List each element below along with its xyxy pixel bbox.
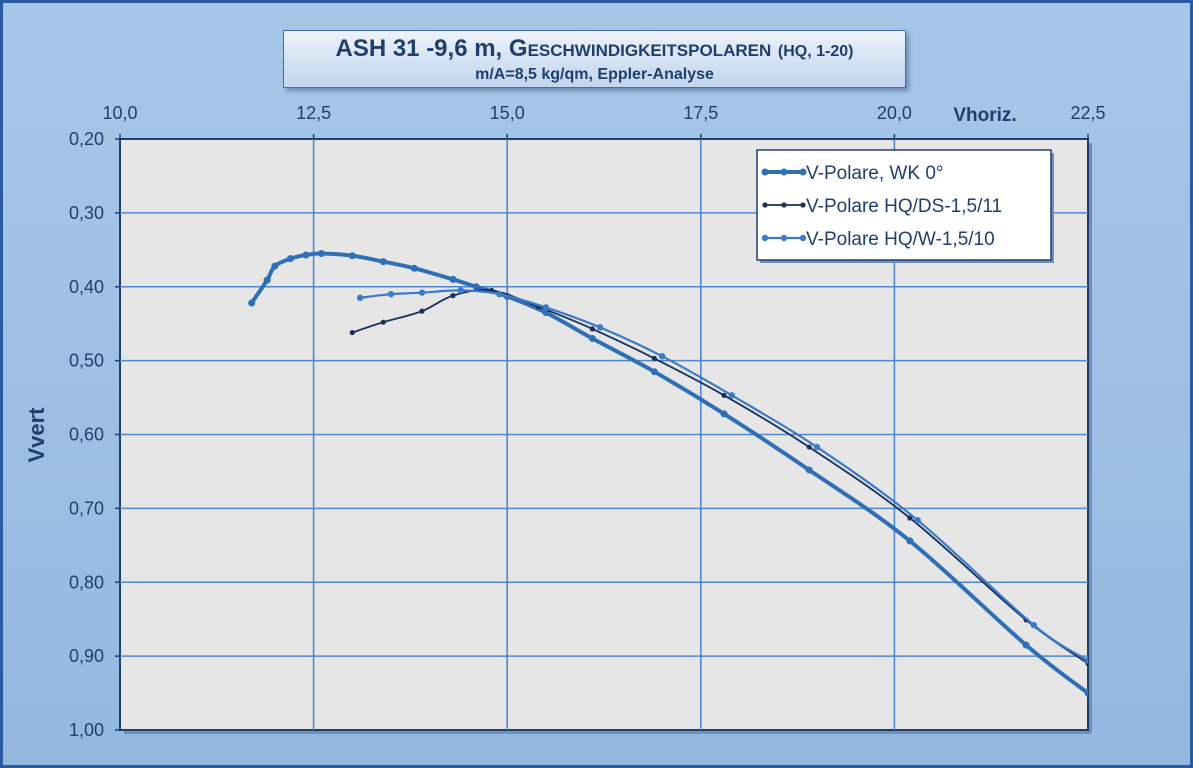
x-tick-label: 22,5 <box>1070 103 1105 123</box>
data-point <box>271 262 279 270</box>
y-tick-label: 0,20 <box>69 129 104 149</box>
data-point <box>472 283 480 291</box>
data-point <box>248 299 256 307</box>
legend-swatch-point <box>781 202 787 208</box>
legend-swatch-point <box>799 168 807 176</box>
series-line <box>359 289 1088 662</box>
data-point <box>805 466 813 474</box>
y-tick-label: 0,40 <box>69 277 104 297</box>
data-point <box>907 515 913 521</box>
data-point <box>906 537 914 545</box>
x-tick-label: 10,0 <box>102 103 137 123</box>
y-tick-label: 0,60 <box>69 425 104 445</box>
data-point <box>721 392 727 398</box>
y-tick-label: 0,50 <box>69 351 104 371</box>
data-point <box>418 289 426 296</box>
data-point <box>813 443 821 451</box>
data-point <box>356 294 364 302</box>
data-point <box>348 252 356 260</box>
x-tick-label: 15,0 <box>490 103 525 123</box>
x-tick-label: 12,5 <box>296 103 331 123</box>
data-point <box>650 368 658 376</box>
data-point <box>387 290 395 298</box>
data-point <box>263 276 271 284</box>
chart-title-caps: ESCHWINDIGKEITSPOLAREN <box>527 41 772 60</box>
legend-swatch-point <box>761 234 769 242</box>
data-point <box>286 255 294 263</box>
legend-swatch-point <box>780 234 788 242</box>
data-point <box>588 334 596 342</box>
data-point <box>317 250 325 258</box>
legend-label: V-Polare, WK 0° <box>806 163 943 184</box>
legend-swatch-point <box>800 202 806 208</box>
y-axis-title: Vvert <box>24 407 49 463</box>
data-point <box>457 287 464 294</box>
y-tick-label: 0,90 <box>69 646 104 666</box>
chart-title-box: ASH 31 -9,6 m, GESCHWINDIGKEITSPOLAREN (… <box>283 30 906 88</box>
series-layer <box>248 250 1088 697</box>
data-point <box>410 264 418 272</box>
chart-title-paren: (HQ, 1-20) <box>777 43 854 60</box>
data-point <box>380 319 386 325</box>
legend-swatch-point <box>761 168 769 176</box>
data-point <box>1030 621 1037 629</box>
data-point <box>496 290 503 298</box>
data-point <box>914 516 921 524</box>
series-line <box>352 289 1088 665</box>
chart-title-main: ASH 31 -9,6 m, G <box>335 35 528 62</box>
x-tick-label: 20,0 <box>877 103 912 123</box>
legend-swatch-point <box>762 202 768 208</box>
chart-subtitle: m/A=8,5 kg/qm, Eppler-Analyse <box>475 66 714 83</box>
y-tick-label: 0,70 <box>69 498 104 518</box>
legend-label: V-Polare HQ/W-1,5/10 <box>806 229 995 250</box>
y-tick-label: 1,00 <box>69 720 104 740</box>
chart-title: ASH 31 -9,6 m, GESCHWINDIGKEITSPOLAREN (… <box>284 35 905 66</box>
data-point <box>450 293 456 299</box>
legend-swatch-point <box>799 234 807 242</box>
legend: V-Polare, WK 0° V-Polare HQ/DS-1,5/11 V-Po… <box>756 149 1054 263</box>
series-3 <box>356 287 1088 664</box>
data-point <box>589 326 595 332</box>
legend-box <box>756 149 1052 261</box>
data-point <box>349 329 355 336</box>
x-axis-title: Vhoriz. <box>953 105 1016 126</box>
series-line <box>249 251 1088 695</box>
legend-label: V-Polare HQ/DS-1,5/11 <box>806 196 1002 217</box>
data-point <box>1084 689 1088 697</box>
legend-swatch-point <box>780 168 788 176</box>
data-point <box>379 258 387 266</box>
data-point <box>806 444 812 450</box>
y-tick-label: 0,80 <box>69 572 104 592</box>
data-point <box>658 352 666 360</box>
data-point <box>651 355 657 362</box>
data-point <box>1084 657 1088 664</box>
data-point <box>720 410 728 418</box>
y-tick-label: 0,30 <box>69 203 104 223</box>
data-point <box>449 275 457 283</box>
data-point <box>1022 641 1030 649</box>
x-tick-label: 17,5 <box>683 103 718 123</box>
data-point <box>596 324 604 331</box>
data-point <box>302 251 310 259</box>
data-point <box>419 308 425 314</box>
data-point <box>728 392 735 399</box>
data-point <box>542 304 550 311</box>
axis-ticks: 10,0 12,5 15,0 17,5 20,0 22,5 0,20 0,30 0,40 0,50… <box>69 103 1106 740</box>
